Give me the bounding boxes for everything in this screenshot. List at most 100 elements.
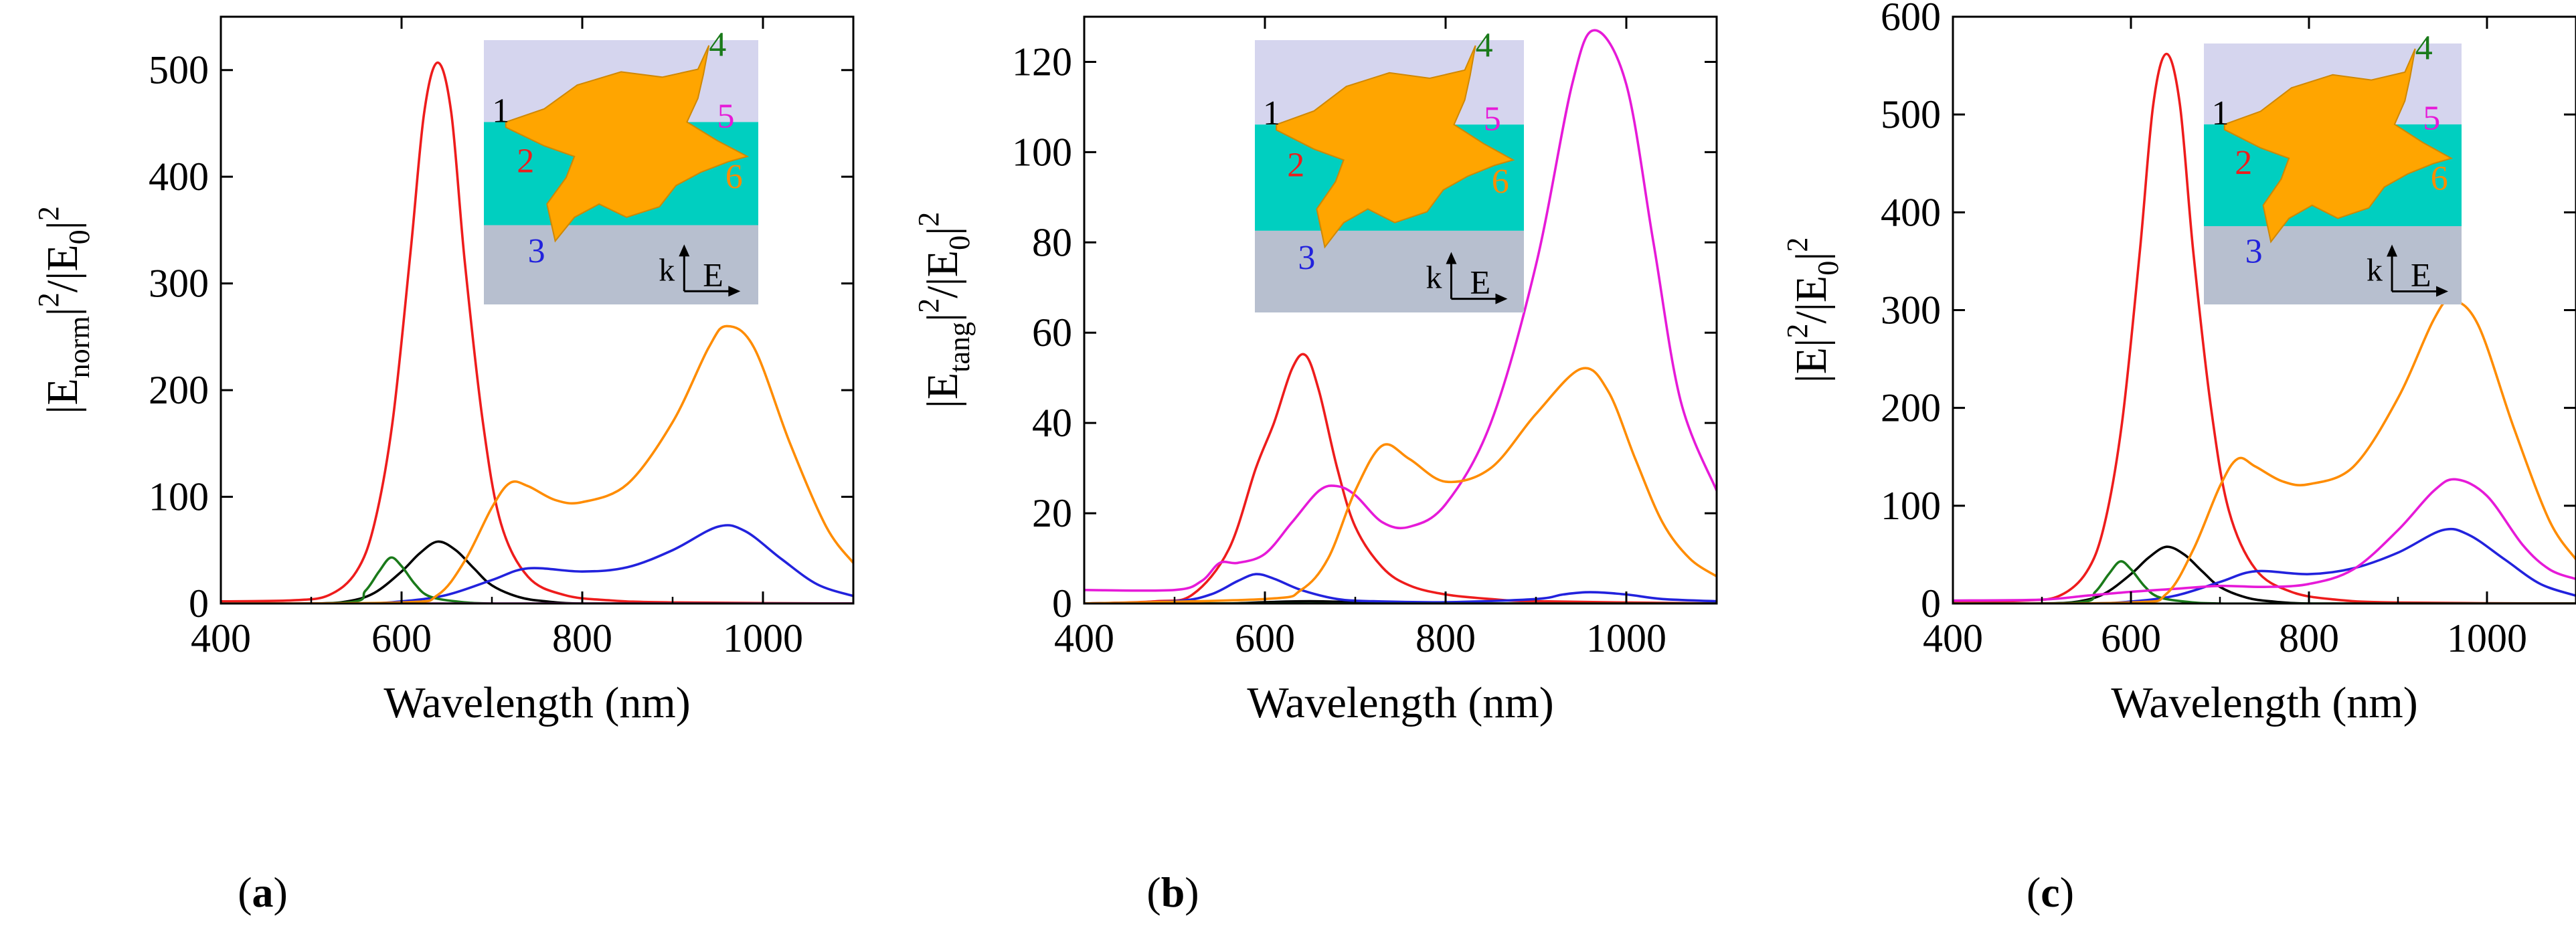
y-tick-label: 400 (1881, 190, 1941, 234)
inset-k-label: k (659, 252, 675, 288)
x-tick-label: 600 (1235, 616, 1295, 660)
inset-point-label: 6 (725, 158, 743, 196)
nanostar-shape (2223, 48, 2454, 244)
nanostar-shape (1276, 45, 1515, 249)
x-tick-label: 800 (552, 616, 612, 660)
y-axis-label-part: | (38, 307, 87, 316)
inset-point-label: 5 (717, 97, 735, 135)
series-line-3 (221, 524, 853, 604)
inset-point-label: 1 (492, 92, 509, 130)
series-line-4 (1953, 560, 2576, 604)
series-line-1 (1953, 545, 2576, 604)
y-axis-label-part: 2 (32, 206, 65, 221)
y-axis-label-part: 0 (943, 236, 976, 250)
y-tick-label: 0 (189, 581, 209, 626)
panel-a: 400 600 800 1000 0 100 200 300 400 500 Wavelength … (32, 15, 855, 916)
nanostar-shape (505, 45, 750, 243)
y-tick-label: 400 (149, 155, 209, 199)
y-axis-label-part: 0 (63, 229, 96, 244)
inset-schematic: 12 3 4 5 6 k E (1255, 26, 1524, 312)
series-line-6 (221, 325, 853, 604)
series-line-3 (1953, 527, 2576, 604)
series-group (221, 61, 853, 604)
x-tick-label: 800 (1415, 616, 1476, 660)
inset-k-label: k (1426, 260, 1442, 296)
x-tick-label: 1000 (723, 616, 803, 660)
inset-k-label: k (2367, 253, 2383, 288)
y-axis-label-part: /|E (1787, 276, 1836, 324)
panel-label: (b) (1146, 868, 1199, 916)
y-axis-label-part: 2 (32, 292, 65, 307)
x-tick-label: 600 (371, 616, 432, 660)
inset-point-label: 3 (528, 232, 545, 270)
e-arrow-head (1495, 293, 1508, 304)
series-line-5 (1084, 29, 1717, 592)
y-tick-label: 100 (1881, 484, 1941, 528)
y-axis-label: |E|2/|E0|2 (1781, 238, 1844, 383)
y-tick-label: 40 (1032, 401, 1072, 445)
y-axis-label-part: 2 (912, 212, 945, 227)
inset-point-label: 5 (1484, 100, 1501, 138)
y-axis-label-part: | (918, 227, 967, 236)
plot-frame (220, 15, 855, 605)
e-arrow-head (2436, 286, 2449, 297)
y-axis-label-part: | (38, 221, 87, 229)
e-arrow-head (728, 286, 741, 297)
series-line-2 (1953, 52, 2576, 604)
series-group (1953, 52, 2576, 604)
series-line-2 (1084, 353, 1717, 604)
x-tick-label: 400 (191, 616, 251, 660)
k-arrow-head (679, 244, 690, 257)
y-tick-label: 600 (1881, 0, 1941, 39)
inset-point-label: 1 (1263, 94, 1280, 132)
y-axis-label-part: 2 (1781, 238, 1814, 252)
y-axis-label-part: /|E (918, 250, 967, 298)
x-tick-label: 1000 (2447, 616, 2527, 660)
y-tick-label: 100 (1012, 130, 1072, 174)
inset-e-label: E (2411, 256, 2431, 294)
inset-point-label: 2 (1287, 147, 1304, 185)
x-axis-label: Wavelength (nm) (383, 678, 690, 727)
series-line-5 (1953, 478, 2576, 602)
x-axis-label: Wavelength (nm) (1247, 678, 1553, 727)
y-axis-label-part: |E (918, 373, 967, 409)
y-axis-label-part: 0 (1812, 261, 1844, 276)
inset-point-label: 6 (2431, 159, 2448, 197)
y-axis-label: |Etang|2/|E0|2 (912, 212, 976, 409)
panel-label: (a) (238, 868, 288, 916)
y-tick-label: 0 (1052, 581, 1072, 626)
inset-point-label: 3 (1298, 239, 1315, 277)
x-tick-label: 400 (1923, 616, 1983, 660)
y-axis-label-part: tang (943, 322, 976, 373)
y-tick-label: 80 (1032, 220, 1072, 264)
y-axis-label-part: |E| (1787, 339, 1836, 383)
k-arrow-head (1446, 252, 1457, 264)
inset-point-label: 4 (2415, 29, 2433, 67)
plot-frame (1083, 15, 1718, 605)
y-tick-label: 300 (149, 262, 209, 306)
y-axis-label-part: | (1787, 252, 1836, 261)
x-axis-label: Wavelength (nm) (2111, 678, 2417, 727)
series-line-1 (1084, 599, 1717, 604)
inset-e-label: E (703, 256, 723, 293)
y-tick-label: 500 (149, 48, 209, 92)
x-tick-label: 600 (2101, 616, 2161, 660)
inset-schematic: 12 3 4 5 6 k E (484, 26, 758, 304)
y-tick-label: 100 (149, 475, 209, 519)
series-line-2 (221, 61, 853, 604)
series-line-1 (221, 540, 853, 604)
series-line-3 (1084, 573, 1717, 604)
inset-point-label: 4 (709, 26, 726, 64)
x-tick-label: 1000 (1586, 616, 1666, 660)
y-tick-label: 300 (1881, 288, 1941, 333)
y-axis-label-part: 2 (912, 298, 945, 313)
inset-e-label: E (1470, 264, 1490, 301)
inset-point-label: 2 (517, 143, 534, 181)
inset-point-label: 4 (1476, 26, 1493, 64)
x-tick-label: 400 (1054, 616, 1114, 660)
panel-label: (c) (2027, 868, 2074, 916)
y-tick-label: 200 (149, 368, 209, 412)
series-group (1084, 29, 1717, 604)
